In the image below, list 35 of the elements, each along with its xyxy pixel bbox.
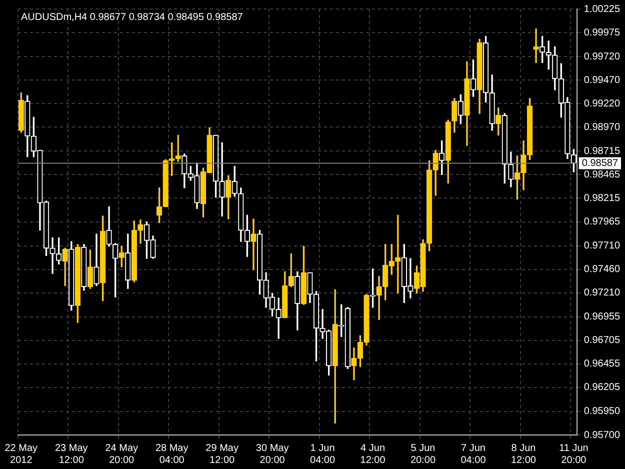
x-tick-label: 29 May 12:00	[206, 442, 238, 466]
x-tick-label: 11 Jun 20:00	[559, 442, 588, 466]
y-tick-label: 0.98215	[584, 192, 620, 204]
y-tick-label: 0.95700	[584, 430, 620, 441]
x-tick-label: 8 Jun 12:00	[510, 442, 536, 466]
x-tick-label: 4 Jun 12:00	[360, 442, 386, 466]
y-tick-label: 0.97210	[584, 288, 620, 299]
chart-title: AUDUSDm,H4 0.98677 0.98734 0.98495 0.98587	[21, 12, 244, 23]
x-tick-label: 22 May 2012	[4, 442, 38, 466]
y-tick-label: 0.99220	[584, 98, 620, 110]
y-tick-label: 1.00225	[584, 4, 620, 15]
y-tick-label: 0.97460	[584, 264, 620, 276]
y-tick-label: 0.99470	[584, 74, 620, 86]
y-tick-label: 0.96455	[584, 358, 620, 370]
x-tick-label: 7 Jun 04:00	[460, 442, 486, 466]
y-tick-label: 0.97710	[584, 240, 620, 252]
y-tick-label: 0.98970	[584, 122, 620, 133]
ref-line-label: 0.98587	[582, 158, 618, 169]
x-tick-label: 28 May 04:00	[155, 442, 188, 466]
y-tick-label: 0.99975	[584, 27, 620, 38]
y-tick-label: 0.96705	[584, 335, 620, 346]
x-tick-label: 30 May 20:00	[256, 442, 289, 466]
x-tick-label: 24 May 20:00	[105, 442, 138, 466]
x-tick-label: 5 Jun 20:00	[410, 442, 436, 466]
y-tick-label: 0.98715	[584, 146, 620, 157]
y-tick-label: 0.96955	[584, 312, 620, 323]
y-tick-label: 0.99720	[584, 51, 620, 62]
y-tick-label: 0.98465	[584, 169, 620, 180]
y-tick-label: 0.97965	[584, 216, 620, 228]
x-tick-label: 23 May 12:00	[54, 442, 88, 466]
y-tick-label: 0.96205	[584, 382, 620, 394]
candlestick	[250, 218, 256, 270]
x-tick-label: 1 Jun 04:00	[310, 442, 336, 466]
y-tick-label: 0.95950	[584, 406, 620, 418]
candlestick	[533, 28, 539, 63]
